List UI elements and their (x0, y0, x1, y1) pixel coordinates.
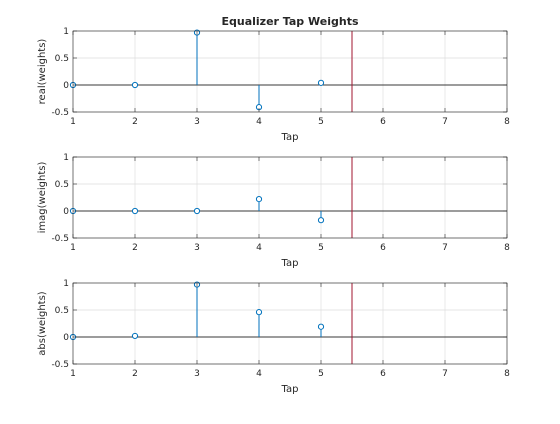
stem-marker (317, 217, 325, 224)
y-tick-label: 1 (63, 153, 69, 163)
x-tick-label: 1 (70, 369, 76, 379)
stem-marker (255, 309, 263, 316)
subplot-2: 1 2 3 4 5 6 7 8 -0.5 0 0.5 1 Tap imag(weights) (37, 153, 510, 269)
subplot-1: 1 2 3 4 5 6 7 8 -0.5 0 0.5 1 Tap real(weights) (37, 27, 510, 143)
x-tick-label: 4 (256, 369, 262, 379)
y-tick-label: 0 (63, 81, 69, 91)
x-tick-label: 7 (442, 117, 448, 127)
stem-marker (255, 196, 263, 203)
x-tick-label: 7 (442, 369, 448, 379)
y-tick-label: 0 (63, 207, 69, 217)
x-tick-label: 6 (380, 369, 386, 379)
axes-background (73, 157, 507, 238)
x-axis-label: Tap (281, 132, 299, 143)
subplot-3: 1 2 3 4 5 6 7 8 -0.5 0 0.5 1 Tap abs(weights) (37, 279, 510, 395)
y-tick-label: 1 (63, 279, 69, 289)
axes-box (72, 30, 508, 113)
x-tick-label: 2 (132, 243, 138, 253)
stem-marker (317, 323, 325, 330)
stem-marker (131, 207, 139, 215)
x-tick-label: 4 (256, 243, 262, 253)
stem-marker (131, 81, 139, 89)
x-tick-label: 6 (380, 117, 386, 127)
y-tick-label: 0.5 (55, 306, 69, 316)
x-tick-label: 5 (318, 243, 324, 253)
x-tick-label: 4 (256, 117, 262, 127)
y-tick-label: -0.5 (51, 360, 69, 370)
y-axis-label: abs(weights) (37, 291, 48, 356)
x-tick-label: 3 (194, 117, 200, 127)
figure-title: Equalizer Tap Weights (222, 15, 359, 28)
x-tick-label: 1 (70, 117, 76, 127)
stem-marker (193, 207, 201, 215)
x-tick-label: 5 (318, 117, 324, 127)
x-tick-label: 3 (194, 243, 200, 253)
x-tick-label: 6 (380, 243, 386, 253)
y-axis-label: imag(weights) (37, 162, 48, 234)
y-tick-label: 1 (63, 27, 69, 37)
stem-marker (317, 79, 325, 86)
x-tick-label: 8 (504, 117, 510, 127)
y-tick-label: -0.5 (51, 108, 69, 118)
axes-box (72, 156, 508, 239)
x-tick-label: 2 (132, 117, 138, 127)
y-tick-label: -0.5 (51, 234, 69, 244)
stem-marker (131, 332, 139, 340)
y-tick-label: 0.5 (55, 180, 69, 190)
axes-background (73, 283, 507, 364)
x-tick-label: 7 (442, 243, 448, 253)
x-axis-label: Tap (281, 384, 299, 395)
axes-box (72, 282, 508, 365)
y-tick-label: 0 (63, 333, 69, 343)
x-tick-label: 8 (504, 369, 510, 379)
x-tick-label: 1 (70, 243, 76, 253)
y-axis-label: real(weights) (37, 39, 48, 105)
x-tick-label: 2 (132, 369, 138, 379)
x-tick-label: 8 (504, 243, 510, 253)
x-axis-label: Tap (281, 258, 299, 269)
x-tick-label: 3 (194, 369, 200, 379)
y-tick-label: 0.5 (55, 54, 69, 64)
x-tick-label: 5 (318, 369, 324, 379)
axes-background (73, 31, 507, 112)
